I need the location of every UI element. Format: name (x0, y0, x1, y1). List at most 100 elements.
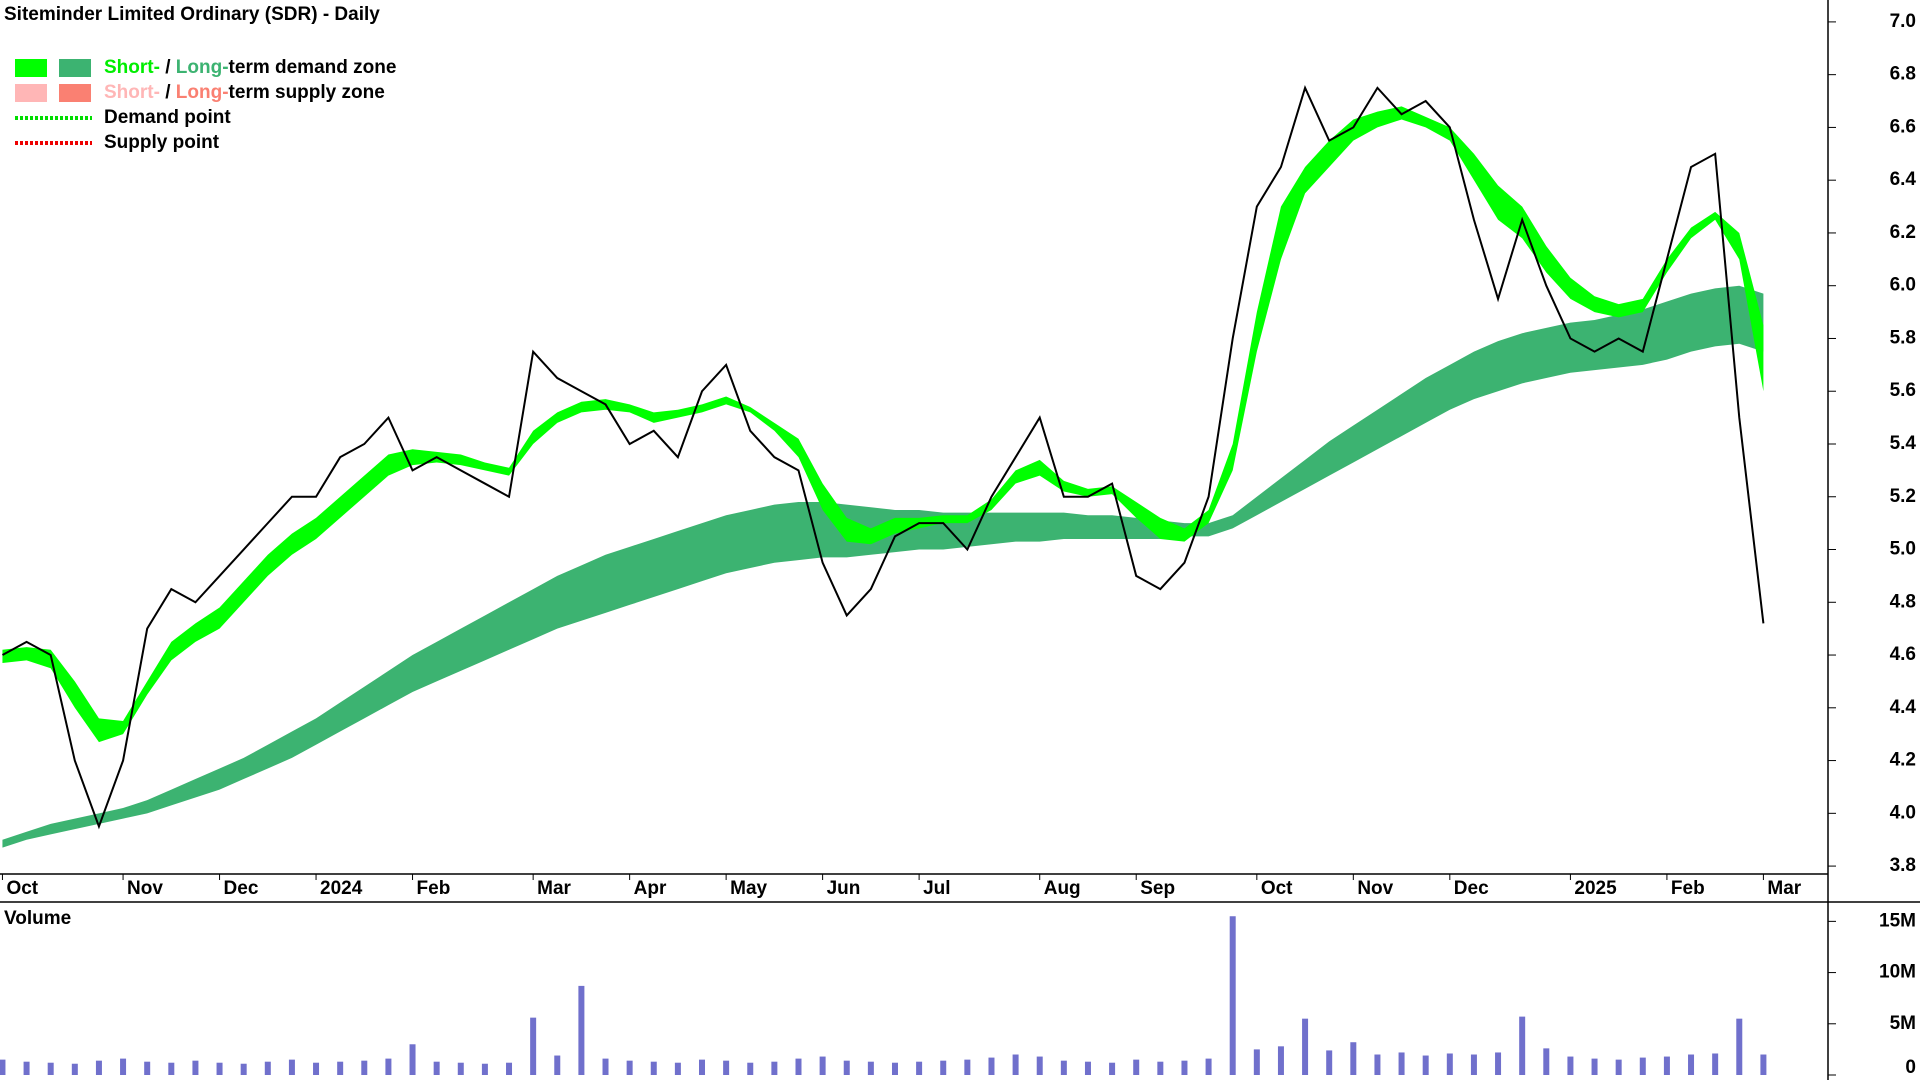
volume-bar (506, 1062, 513, 1075)
volume-bar (0, 1059, 6, 1075)
volume-bar (771, 1061, 778, 1075)
volume-bar (409, 1044, 416, 1075)
volume-bar (1422, 1055, 1429, 1075)
volume-bar (916, 1061, 923, 1075)
volume-bar (95, 1060, 102, 1075)
x-tick-label: Oct (1261, 878, 1293, 899)
short-zone (2, 106, 1764, 743)
volume-bar (891, 1062, 898, 1075)
volume-bar (1398, 1052, 1405, 1075)
volume-bar (144, 1061, 151, 1075)
y-tick-label: 4.4 (1890, 697, 1917, 718)
volume-bar (1736, 1018, 1743, 1075)
volume-bar (1639, 1057, 1646, 1075)
volume-bar (1615, 1059, 1622, 1075)
volume-bar (1470, 1054, 1477, 1075)
volume-bar (795, 1058, 802, 1075)
y-tick-label: 6.2 (1890, 222, 1916, 243)
volume-bar (1688, 1054, 1695, 1075)
legend-swatch (59, 59, 91, 77)
volume-bar (1012, 1054, 1019, 1075)
volume-bar (1205, 1058, 1212, 1075)
x-tick-label: May (730, 878, 767, 899)
x-tick-label: Feb (1671, 878, 1705, 899)
x-tick-label: 2025 (1574, 878, 1617, 899)
x-tick-label: Mar (537, 878, 571, 899)
volume-bar (626, 1060, 633, 1075)
volume-bar (843, 1060, 850, 1075)
x-tick-label: Jul (923, 878, 950, 899)
volume-bar (602, 1058, 609, 1075)
x-tick-label: Aug (1044, 878, 1081, 899)
legend-text: Long- (176, 57, 229, 78)
volume-bar (264, 1061, 271, 1075)
y-tick-label: 15M (1879, 910, 1916, 931)
legend-text: Demand point (104, 107, 231, 128)
y-tick-label: 5.8 (1890, 327, 1916, 348)
y-tick-label: 6.6 (1890, 116, 1916, 137)
volume-bar (481, 1063, 488, 1075)
y-tick-label: 5.0 (1890, 539, 1916, 560)
volume-bar (1374, 1054, 1381, 1075)
x-tick-label: Sep (1140, 878, 1175, 899)
legend-text: Long- (176, 82, 229, 103)
volume-bar (168, 1062, 175, 1075)
volume-bar (1229, 916, 1236, 1075)
legend-label: Demand point (104, 107, 231, 128)
volume-bar (1446, 1053, 1453, 1075)
volume-bar (23, 1061, 30, 1075)
x-tick-label: Jun (827, 878, 861, 899)
volume-bar (1253, 1049, 1260, 1075)
volume-bar (1712, 1053, 1719, 1075)
volume-label: Volume (4, 908, 71, 929)
x-tick-label: 2024 (320, 878, 363, 899)
x-tick-label: Apr (634, 878, 667, 899)
volume-bar (457, 1062, 464, 1075)
volume-bar (1519, 1016, 1526, 1075)
volume-bar (433, 1061, 440, 1075)
y-tick-label: 6.0 (1890, 275, 1916, 296)
legend-label: Supply point (104, 132, 220, 153)
volume-bar (1663, 1056, 1670, 1075)
legend-text: Short- (104, 57, 160, 78)
close-line (1, 85, 1765, 830)
y-tick-label: 5.4 (1890, 433, 1917, 454)
volume-bar (47, 1062, 54, 1075)
y-tick-label: 6.4 (1890, 169, 1917, 190)
volume-bar (964, 1059, 971, 1075)
volume-bar (1591, 1058, 1598, 1075)
volume-bar (1543, 1048, 1550, 1075)
volume-bar (554, 1055, 561, 1075)
y-tick-label: 4.0 (1890, 802, 1916, 823)
volume-bar (337, 1061, 344, 1075)
volume-bar (1350, 1042, 1357, 1075)
volume-bar (650, 1061, 657, 1075)
volume-bar (1157, 1061, 1164, 1075)
volume-bar (578, 985, 585, 1075)
x-tick-label: Dec (1454, 878, 1489, 899)
volume-bar (940, 1060, 947, 1075)
y-tick-label: 3.8 (1890, 855, 1916, 876)
volume-bar (192, 1060, 199, 1075)
legend-text: Supply point (104, 132, 220, 153)
legend-swatch (59, 84, 91, 102)
volume-bar (1060, 1060, 1067, 1075)
legend-text: term supply zone (229, 82, 385, 103)
volume-bar (240, 1063, 247, 1075)
volume-bar (747, 1062, 754, 1075)
x-tick-label: Dec (224, 878, 259, 899)
x-tick-label: Feb (417, 878, 451, 899)
chart-title: Siteminder Limited Ordinary (SDR) - Dail… (4, 4, 380, 25)
volume-bar (216, 1062, 223, 1075)
volume-bar (699, 1059, 706, 1075)
volume-bar (385, 1058, 392, 1075)
legend-text: / (160, 57, 176, 78)
volume-bar (1036, 1056, 1043, 1075)
volume-bar (1133, 1059, 1140, 1075)
y-tick-label: 4.8 (1890, 591, 1916, 612)
legend-label: Short- / Long-term supply zone (104, 82, 385, 103)
y-tick-label: 6.8 (1890, 64, 1916, 85)
y-tick-label: 0 (1905, 1057, 1916, 1078)
x-tick-label: Nov (127, 878, 163, 899)
